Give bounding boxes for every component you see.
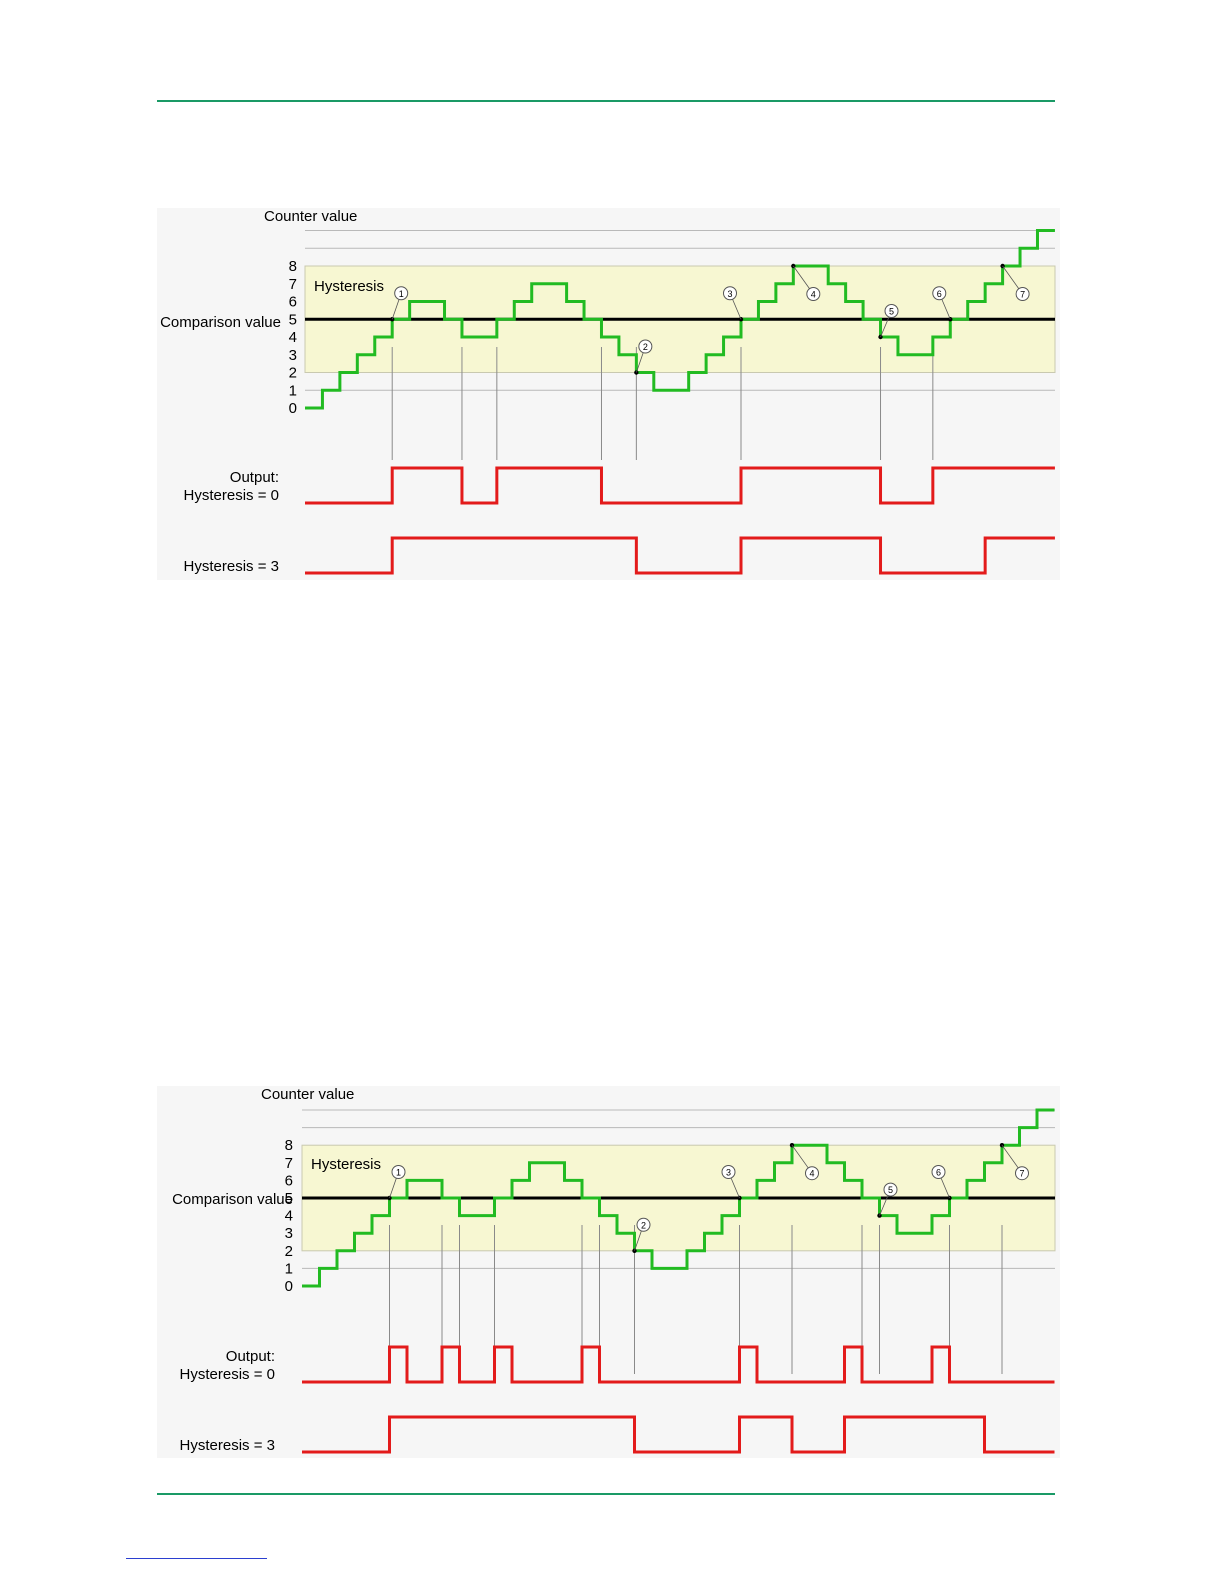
callout-circle [883, 1182, 898, 1197]
hysteresis3-label: Hysteresis = 3 [180, 1437, 275, 1454]
output-label-line1: Output: [226, 1348, 275, 1365]
callout-number: 3 [727, 289, 732, 299]
event-point [632, 1248, 637, 1253]
callout-circle [391, 1165, 406, 1179]
y-tick-label: 8 [285, 1137, 293, 1154]
callout-number: 1 [396, 1168, 401, 1178]
diagram-1-svg: 123 456 7 Counter value Hysteresis Compari… [157, 208, 1060, 580]
header-rule [157, 100, 1055, 102]
callout-circle [636, 1217, 651, 1232]
hysteresis-band-label: Hysteresis [314, 278, 384, 295]
callout-circle [884, 304, 899, 318]
callout-number: 4 [809, 1169, 814, 1179]
callout-number: 5 [889, 307, 894, 317]
y-tick-label: 5 [289, 311, 297, 328]
event-point [877, 1213, 882, 1218]
callout-number: 2 [643, 342, 648, 352]
y-tick-label: 0 [289, 400, 297, 417]
output-label-line2: Hysteresis = 0 [180, 1366, 275, 1383]
callout-circle [806, 287, 821, 301]
callout-number: 1 [399, 289, 404, 299]
callout-number: 2 [641, 1220, 646, 1230]
footer-rule [157, 1493, 1055, 1495]
y-tick-label: 1 [285, 1260, 293, 1277]
output-label-line1: Output: [230, 469, 279, 486]
callout-circle [805, 1166, 819, 1181]
callout-circle [1015, 287, 1030, 301]
y-tick-label: 6 [289, 294, 297, 311]
y-tick-label: 7 [285, 1155, 293, 1172]
footer-link-underline [126, 1558, 267, 1559]
y-tick-label: 8 [289, 258, 297, 275]
y-axis-title: Counter value [261, 1086, 354, 1103]
output-label-line2: Hysteresis = 0 [184, 487, 279, 504]
comparison-value-label: Comparison value [160, 314, 281, 331]
output-hysteresis-3-wave [302, 1415, 1055, 1454]
callout-circle [723, 286, 737, 301]
callout-circle [931, 1165, 946, 1179]
callout-circle [394, 286, 409, 301]
y-tick-label: 3 [289, 347, 297, 364]
comparison-value-label: Comparison value [172, 1191, 293, 1208]
callout-circle [721, 1165, 736, 1179]
callout-number: 3 [726, 1168, 731, 1178]
callout-circle [932, 286, 947, 301]
y-tick-label: 6 [285, 1172, 293, 1189]
diagram-2-svg: 123 456 7 Counter value Hysteresis Compari… [157, 1086, 1060, 1458]
counter-value-line [302, 1108, 1055, 1288]
counter-value-line [305, 229, 1055, 410]
y-tick-label: 0 [285, 1278, 293, 1295]
callout-circle [1015, 1166, 1029, 1181]
hysteresis3-label: Hysteresis = 3 [184, 558, 279, 575]
callout-number: 6 [936, 1168, 941, 1178]
y-tick-label: 4 [285, 1208, 293, 1225]
y-axis-title: Counter value [264, 208, 357, 225]
y-tick-label: 2 [289, 365, 297, 382]
callout-number: 6 [937, 289, 942, 299]
y-tick-label: 5 [285, 1190, 293, 1207]
output-hysteresis-3-wave [305, 536, 1055, 575]
callout-number: 7 [1019, 1169, 1024, 1179]
y-tick-label: 3 [285, 1225, 293, 1242]
callout-number: 5 [888, 1185, 893, 1195]
callout-number: 4 [811, 290, 816, 300]
output-hysteresis-0-wave [305, 466, 1055, 505]
output-hysteresis-0-wave [302, 1345, 1055, 1384]
callout-circle [638, 339, 653, 354]
y-tick-label: 7 [289, 276, 297, 293]
y-tick-label: 4 [289, 329, 297, 346]
callout-number: 7 [1020, 290, 1025, 300]
hysteresis-band-label: Hysteresis [311, 1156, 381, 1173]
y-tick-label: 1 [289, 382, 297, 399]
y-tick-label: 2 [285, 1243, 293, 1260]
